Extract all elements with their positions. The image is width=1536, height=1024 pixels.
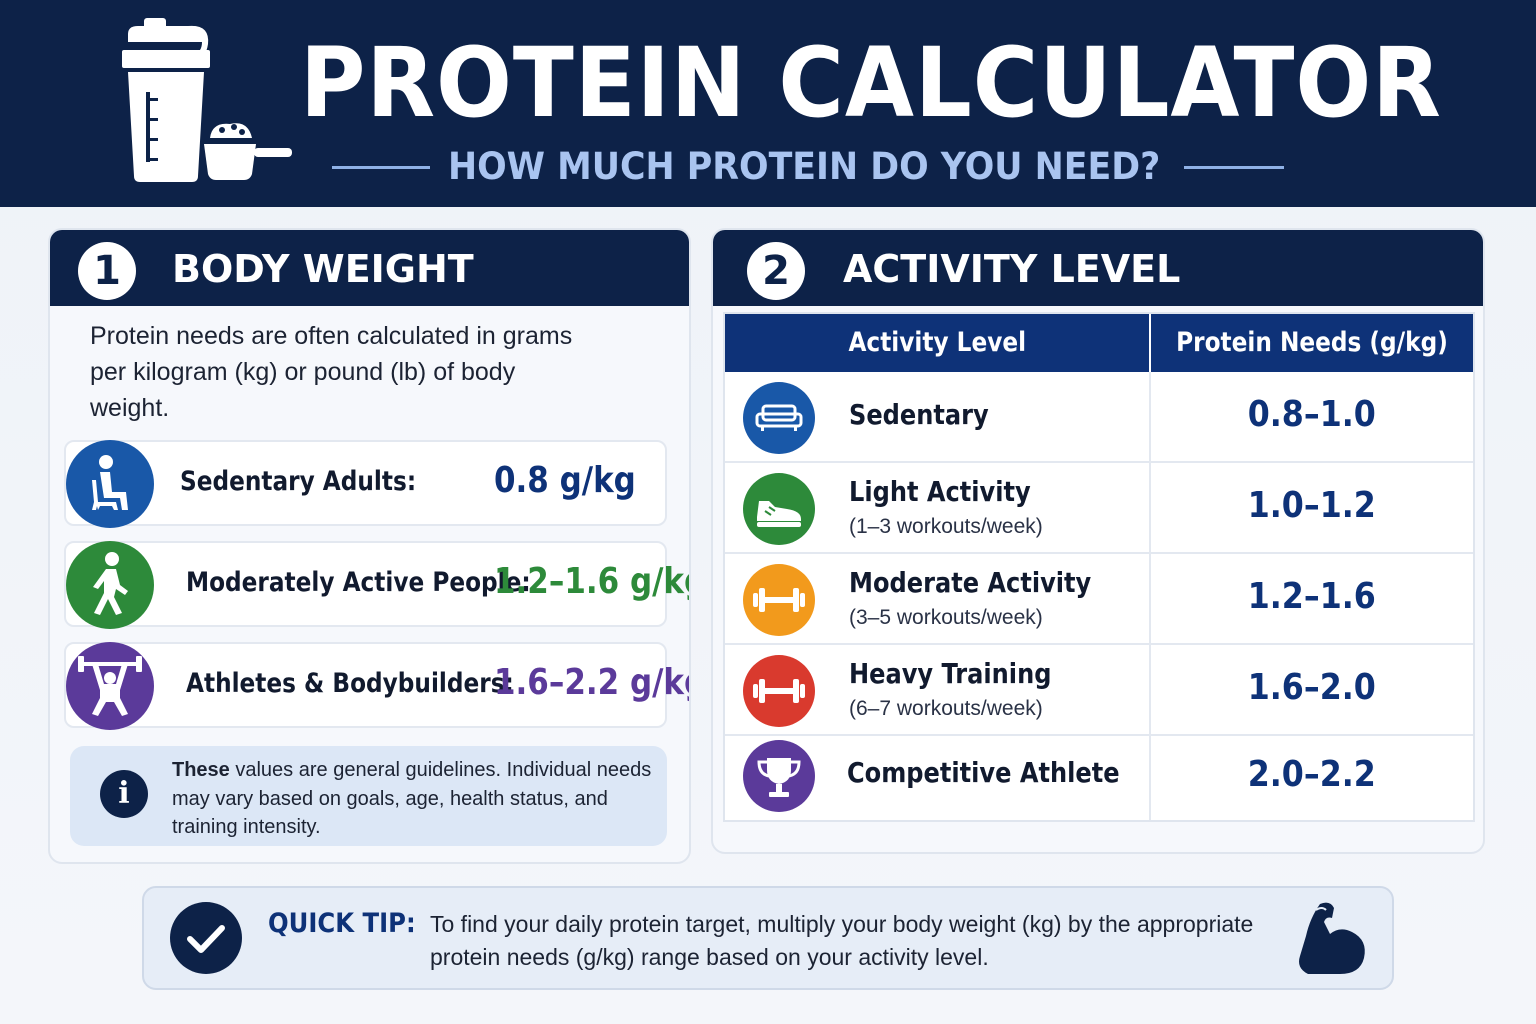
dumbbell-icon	[743, 655, 815, 727]
table-header: Activity Level Protein Needs (g/kg)	[725, 314, 1473, 372]
walking-person-icon	[66, 541, 154, 629]
table-row: Competitive Athlete 2.0–2.2	[725, 736, 1473, 820]
activity-level-panel: 2 ACTIVITY LEVEL Activity Level Protein …	[711, 228, 1485, 854]
protein-shaker-and-scoop-icon	[122, 18, 292, 182]
activity-name: Competitive Athlete	[847, 756, 1120, 789]
info-icon: i	[100, 770, 148, 818]
body-weight-title: BODY WEIGHT	[172, 247, 474, 291]
weight-row-athletes: Athletes & Bodybuilders: 1.6–2.2 g/kg	[64, 642, 689, 730]
weight-row-sedentary: Sedentary Adults: 0.8 g/kg	[64, 440, 667, 528]
table-row: Sedentary 0.8–1.0	[725, 372, 1473, 463]
sneaker-icon	[743, 473, 815, 545]
flexed-bicep-icon	[1299, 902, 1365, 974]
couch-icon	[743, 382, 815, 454]
activity-level-header: 2 ACTIVITY LEVEL	[713, 230, 1483, 306]
subtitle-rule-left	[332, 166, 430, 169]
body-weight-header: 1 BODY WEIGHT	[50, 230, 689, 306]
step-number-2: 2	[747, 242, 805, 300]
activity-table: Activity Level Protein Needs (g/kg) Sede…	[723, 312, 1475, 822]
note-text: These values are general guidelines. Ind…	[172, 759, 652, 838]
column-header-protein: Protein Needs (g/kg)	[1176, 327, 1448, 358]
protein-value: 1.0–1.2	[1247, 485, 1377, 526]
protein-value: 0.8–1.0	[1247, 394, 1377, 435]
activity-name: Moderate Activity	[849, 566, 1092, 599]
activity-frequency: (3–5 workouts/week)	[849, 606, 1043, 629]
page-subtitle: HOW MUCH PROTEIN DO YOU NEED?	[448, 145, 1161, 188]
protein-value: 2.0–2.2	[1247, 754, 1377, 795]
protein-value: 1.2–1.6	[1247, 576, 1377, 617]
checkmark-icon	[170, 902, 242, 974]
weight-value: 1.2–1.6 g/kg	[494, 561, 691, 602]
table-row: Light Activity (1–3 workouts/week) 1.0–1…	[725, 463, 1473, 554]
activity-level-title: ACTIVITY LEVEL	[843, 247, 1181, 291]
sitting-person-icon	[66, 440, 154, 528]
body-weight-intro: Protein needs are often calculated in gr…	[90, 322, 573, 422]
guideline-note: i These values are general guidelines. I…	[70, 746, 667, 846]
weight-row-moderate: Moderately Active People: 1.2–1.6 g/kg	[64, 541, 689, 629]
activity-name: Heavy Training	[849, 657, 1052, 690]
subtitle-rule-right	[1184, 166, 1284, 169]
weight-label: Moderately Active People:	[186, 567, 531, 598]
header: PROTEIN CALCULATOR HOW MUCH PROTEIN DO Y…	[0, 0, 1536, 207]
weight-label: Athletes & Bodybuilders:	[186, 668, 514, 699]
activity-frequency: (1–3 workouts/week)	[849, 515, 1043, 538]
step-number-1: 1	[78, 242, 136, 300]
weightlifter-icon	[66, 642, 154, 730]
trophy-icon	[743, 740, 815, 812]
dumbbell-icon	[743, 564, 815, 636]
quick-tip-text: To find your daily protein target, multi…	[430, 911, 1254, 970]
table-row: Moderate Activity (3–5 workouts/week) 1.…	[725, 554, 1473, 645]
weight-label: Sedentary Adults:	[180, 466, 417, 497]
quick-tip-label: QUICK TIP:	[268, 908, 416, 939]
table-row: Heavy Training (6–7 workouts/week) 1.6–2…	[725, 645, 1473, 736]
activity-name: Sedentary	[849, 398, 989, 431]
weight-value: 0.8 g/kg	[494, 460, 636, 501]
quick-tip-banner: QUICK TIP: To find your daily protein ta…	[142, 886, 1394, 990]
body-weight-panel: 1 BODY WEIGHT Protein needs are often ca…	[48, 228, 691, 864]
activity-name: Light Activity	[849, 475, 1031, 508]
weight-value: 1.6–2.2 g/kg	[494, 662, 691, 703]
protein-value: 1.6–2.0	[1247, 667, 1377, 708]
page-title: PROTEIN CALCULATOR	[300, 27, 1442, 139]
column-header-activity: Activity Level	[848, 327, 1026, 358]
activity-frequency: (6–7 workouts/week)	[849, 697, 1043, 720]
